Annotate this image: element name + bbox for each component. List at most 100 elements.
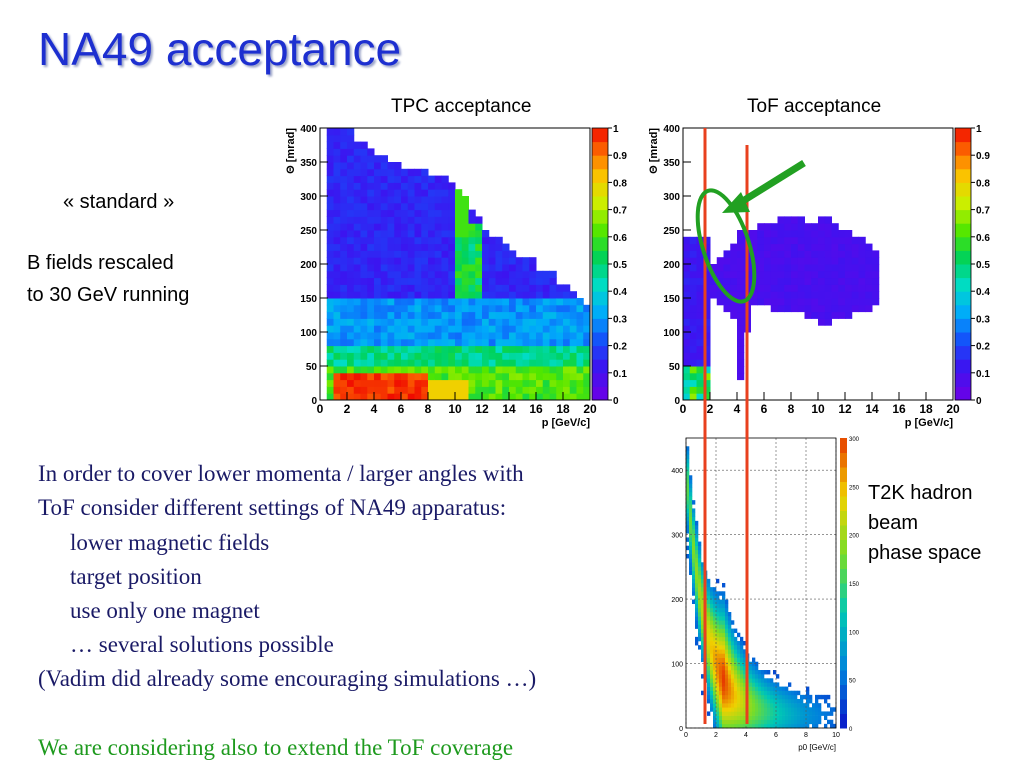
t2k-density-cell	[755, 703, 759, 708]
tof-heatmap-cell	[872, 291, 880, 299]
tpc-heatmap-cell	[401, 366, 409, 374]
t2k-density-cell	[824, 699, 828, 704]
t2k-density-cell	[815, 707, 819, 712]
t2k-density-cell	[722, 674, 726, 679]
tpc-heatmap-cell	[428, 325, 436, 333]
t2k-density-cell	[794, 703, 798, 708]
tof-heatmap-cell	[696, 277, 704, 285]
tpc-heatmap-cell	[495, 304, 503, 313]
tof-colorbar-label: 0.7	[976, 206, 990, 217]
t2k-density-cell	[701, 562, 705, 567]
tpc-heatmap-cell	[488, 325, 496, 333]
tpc-xtick-label: 18	[556, 402, 570, 416]
tof-heatmap-cell	[703, 386, 711, 394]
tpc-heatmap-cell	[387, 393, 395, 401]
tpc-heatmap-cell	[515, 264, 523, 272]
tpc-heatmap-cell	[353, 366, 361, 374]
tpc-heatmap-cell	[347, 318, 355, 326]
tpc-heatmap-cell	[522, 338, 530, 347]
t2k-density-cell	[764, 678, 768, 683]
t2k-density-cell	[791, 719, 795, 725]
tpc-heatmap-cell	[333, 366, 341, 374]
t2k-density-cell	[689, 479, 693, 484]
tof-heatmap-cell	[696, 379, 704, 387]
tpc-heatmap-cell	[347, 250, 355, 258]
t2k-density-cell	[710, 632, 714, 638]
t2k-density-cell	[758, 707, 762, 712]
t2k-density-cell	[707, 641, 711, 646]
t2k-density-cell	[737, 653, 741, 658]
tof-heatmap-cell	[683, 325, 691, 333]
tpc-heatmap-cell	[522, 257, 530, 265]
t2k-density-cell	[830, 723, 834, 729]
t2k-density-cell	[752, 707, 756, 712]
tpc-heatmap-cell	[441, 264, 449, 272]
tpc-heatmap-cell	[448, 264, 456, 272]
tpc-heatmap-cell	[347, 134, 355, 143]
tpc-heatmap-cell	[367, 379, 375, 387]
tof-colorbar-label: 0.5	[976, 260, 990, 271]
tpc-heatmap-cell	[387, 386, 395, 394]
tpc-heatmap-cell	[515, 338, 523, 347]
tof-heatmap-cell	[683, 291, 691, 299]
tpc-heatmap-cell	[421, 182, 429, 190]
t2k-density-cell	[749, 665, 753, 671]
tof-heatmap-cell	[737, 304, 745, 313]
t2k-density-cell	[776, 694, 780, 700]
tof-heatmap-cell	[737, 338, 745, 347]
tpc-heatmap-cell	[488, 366, 496, 374]
tof-colorbar-label: 0.3	[976, 314, 990, 325]
tof-heatmap-cell	[750, 277, 758, 285]
t2k-density-cell	[758, 699, 762, 704]
tof-heatmap-cell	[770, 298, 778, 306]
tpc-heatmap-cell	[488, 352, 496, 360]
t2k-density-cell	[701, 607, 705, 613]
tof-heatmap-cell	[824, 216, 832, 224]
tpc-heatmap-cell	[353, 277, 361, 285]
tpc-heatmap-cell	[549, 325, 557, 333]
tpc-heatmap-cell	[347, 311, 355, 319]
tof-heatmap-cell	[737, 291, 745, 299]
tpc-heatmap-cell	[488, 338, 496, 347]
tpc-heatmap-cell	[414, 345, 422, 353]
tpc-heatmap-cell	[488, 393, 496, 401]
t2k-density-cell	[788, 682, 792, 687]
t2k-density-cell	[788, 703, 792, 708]
t2k-density-cell	[740, 690, 744, 696]
t2k-density-cell	[776, 715, 780, 721]
tpc-heatmap-cell	[380, 379, 388, 387]
t2k-density-cell	[692, 562, 696, 567]
tpc-heatmap-cell	[509, 372, 517, 381]
t2k-density-cell	[710, 599, 714, 605]
t2k-density-cell	[800, 699, 804, 704]
t2k-density-cell	[731, 641, 735, 646]
tpc-heatmap-cell	[326, 141, 334, 149]
tpc-heatmap-cell	[347, 182, 355, 190]
tpc-heatmap-cell	[347, 345, 355, 353]
t2k-density-cell	[764, 715, 768, 721]
tpc-heatmap-cell	[455, 291, 463, 299]
tpc-heatmap-cell	[455, 250, 463, 258]
tof-heatmap-cell	[818, 284, 826, 292]
tof-heatmap-cell	[689, 386, 697, 394]
tpc-heatmap-cell	[583, 338, 591, 347]
tpc-heatmap-cell	[495, 366, 503, 374]
tof-heatmap-cell	[797, 230, 805, 238]
t2k-density-cell	[791, 694, 795, 700]
tpc-heatmap-cell	[326, 338, 334, 347]
tpc-heatmap-cell	[475, 243, 483, 251]
tpc-heatmap-cell	[340, 236, 348, 245]
tof-heatmap-cell	[845, 236, 853, 245]
tof-heatmap-cell	[703, 359, 711, 367]
tpc-heatmap-cell	[455, 318, 463, 326]
tpc-heatmap-cell	[353, 372, 361, 381]
tpc-heatmap-cell	[502, 325, 510, 333]
tpc-heatmap-cell	[495, 386, 503, 394]
tpc-heatmap-cell	[347, 141, 355, 149]
tpc-heatmap-cell	[394, 291, 402, 299]
tpc-colorbar-cell	[592, 250, 608, 265]
tpc-heatmap-cell	[529, 311, 537, 319]
tpc-heatmap-cell	[569, 311, 577, 319]
t2k-density-cell	[698, 541, 702, 547]
tpc-heatmap-cell	[522, 277, 530, 285]
